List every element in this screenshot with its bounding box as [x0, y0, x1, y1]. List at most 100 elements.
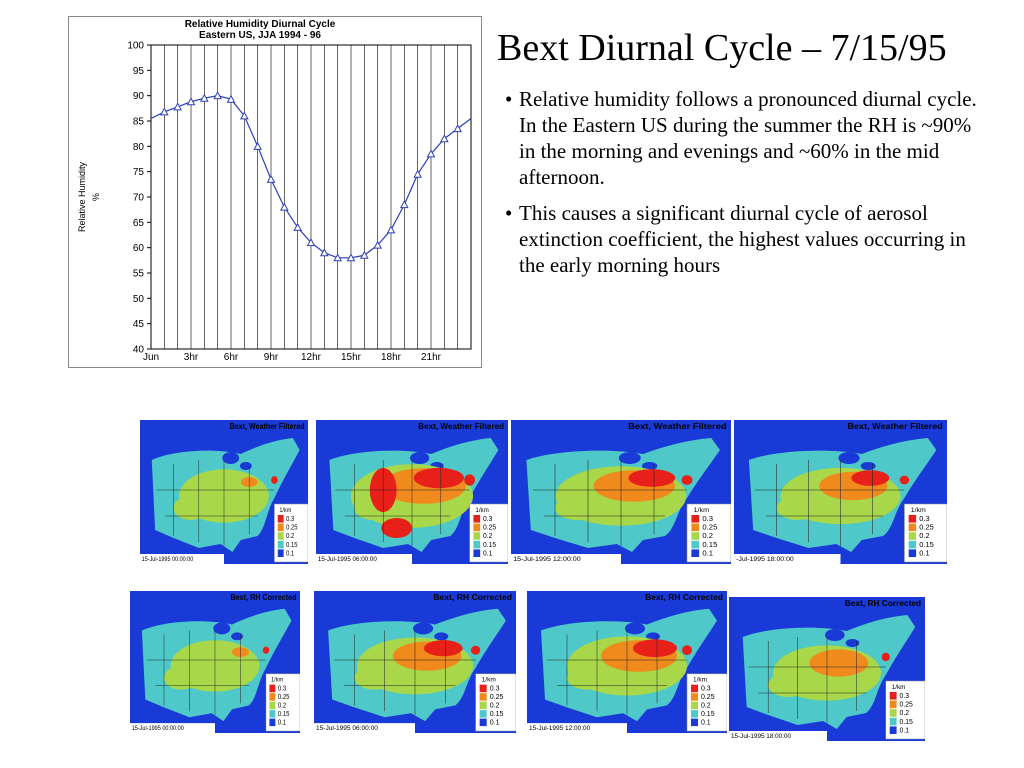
- rh-point: [453, 124, 463, 133]
- legend-label: 0.25: [701, 694, 715, 701]
- legend-label: 0.3: [702, 514, 713, 523]
- legend-swatch: [473, 523, 481, 532]
- map-title: Bext, Weather Filtered: [628, 421, 726, 431]
- extinction-map: Bext, Weather Filtered 1/km 0.3 0.25 0.2 0.15…: [511, 420, 731, 564]
- bullet-list: Relative humidity follows a pronounced d…: [505, 86, 980, 288]
- legend-label: 0.3: [286, 516, 295, 524]
- y-tick-label: 75: [133, 167, 145, 178]
- legend-label: 0.2: [919, 531, 929, 540]
- humidity-chart-svg: Relative Humidity Diurnal Cycle Eastern …: [77, 19, 472, 363]
- map-timestamp: 15-Jul-1995 06:00:00: [318, 556, 377, 563]
- map-title: Bext, Weather Filtered: [418, 421, 504, 431]
- rh-point: [279, 202, 289, 211]
- x-tick-label: 3hr: [184, 352, 199, 363]
- legend-label: 0.2: [702, 532, 713, 541]
- legend-label: 0.15: [919, 540, 933, 549]
- legend-swatch: [889, 700, 897, 709]
- map-image: Bext, RH Corrected1/km0.30.250.20.150.11…: [314, 591, 516, 733]
- legend-swatch: [479, 701, 487, 710]
- legend-swatch: [691, 549, 700, 557]
- legend-label: 0.1: [702, 549, 713, 558]
- legend-label: 0.1: [286, 550, 295, 558]
- x-tick-label: Jun: [143, 352, 159, 363]
- map-timestamp: 15-Jul-1995 12:00:00: [513, 556, 581, 563]
- legend-swatch: [277, 549, 284, 557]
- legend-label: 0.15: [278, 711, 290, 718]
- y-tick-label: 50: [133, 294, 145, 305]
- chart-subtitle: Eastern US, JJA 1994 - 96: [199, 30, 321, 41]
- legend-label: 0.25: [286, 524, 298, 532]
- extinction-map: Bext, Weather Filtered 1/km 0.3 0.25 0.2 0.15…: [140, 420, 308, 564]
- legend-label: 0.15: [701, 711, 715, 718]
- map-legend: 1/km0.30.250.20.150.1: [904, 503, 947, 563]
- legend-swatch: [889, 692, 897, 700]
- legend-swatch: [908, 523, 917, 532]
- rh-point: [266, 174, 276, 183]
- legend-swatch: [908, 515, 917, 523]
- legend-unit: 1/km: [475, 507, 488, 514]
- legend-unit: 1/km: [911, 507, 926, 514]
- map-timestamp: -Jul-1995 18:00:00: [736, 556, 794, 563]
- extinction-map: Bext, RH Corrected 1/km 0.3 0.25 0.2 0.15 0.1 1…: [130, 591, 300, 733]
- y-tick-label: 55: [133, 269, 145, 280]
- rh-point: [426, 149, 436, 158]
- rh-point: [333, 253, 343, 262]
- map-image: Bext, RH Corrected1/km0.30.250.20.150.11…: [729, 597, 925, 741]
- legend-swatch: [269, 718, 276, 727]
- y-tick-label: 100: [127, 41, 144, 52]
- legend-label: 0.1: [701, 720, 711, 727]
- legend-label: 0.2: [490, 703, 500, 710]
- legend-unit: 1/km: [271, 677, 283, 683]
- legend-label: 0.2: [278, 702, 287, 709]
- extinction-map: Bext, RH Corrected 1/km 0.3 0.25 0.2 0.15 0.1 1…: [314, 591, 516, 733]
- legend-unit: 1/km: [892, 684, 906, 691]
- rh-point: [359, 250, 369, 259]
- legend-label: 0.3: [701, 686, 711, 693]
- legend-swatch: [691, 693, 698, 701]
- y-tick-label: 40: [133, 345, 145, 356]
- rh-point: [186, 97, 196, 106]
- map-title: Bext, RH Corrected: [645, 592, 723, 602]
- x-tick-label: 18hr: [381, 352, 402, 363]
- rh-point: [293, 222, 303, 231]
- slide-title: Bext Diurnal Cycle – 7/15/95: [497, 27, 947, 69]
- rh-point: [399, 200, 409, 209]
- legend-swatch: [889, 709, 897, 717]
- y-tick-label: 85: [133, 117, 145, 128]
- map-title: Bext, RH Corrected: [845, 598, 921, 608]
- legend-unit: 1/km: [482, 677, 496, 684]
- legend-label: 0.15: [490, 711, 504, 718]
- legend-swatch: [479, 684, 487, 693]
- x-tick-label: 6hr: [224, 352, 239, 363]
- legend-swatch: [691, 710, 698, 718]
- rh-point: [253, 141, 263, 150]
- rh-point: [239, 111, 249, 120]
- map-image: Bext, RH Corrected1/km0.30.250.20.150.11…: [527, 591, 727, 733]
- legend-swatch: [691, 701, 698, 710]
- legend-swatch: [691, 515, 700, 523]
- legend-swatch: [889, 717, 897, 726]
- y-axis-label: Relative Humidity: [77, 161, 87, 232]
- map-timestamp: 15-Jul-1995 00:00:00: [132, 726, 185, 732]
- map-timestamp: 15-Jul-1995 06:00:00: [316, 725, 378, 732]
- legend-swatch: [473, 540, 481, 549]
- map-image: Bext, Weather Filtered1/km0.30.250.20.15…: [140, 420, 308, 564]
- x-tick-label: 12hr: [301, 352, 322, 363]
- map-image: Bext, RH Corrected1/km0.30.250.20.150.11…: [130, 591, 300, 733]
- legend-swatch: [277, 532, 284, 540]
- rh-point: [439, 134, 449, 143]
- legend-label: 0.2: [286, 533, 295, 541]
- map-timestamp: 15-Jul-1995 12:00:00: [529, 725, 591, 732]
- map-image: Bext, Weather Filtered1/km0.30.250.20.15…: [734, 420, 947, 564]
- legend-label: 0.25: [702, 523, 717, 532]
- rh-point: [373, 240, 383, 249]
- legend-label: 0.25: [490, 694, 504, 701]
- legend-swatch: [691, 684, 698, 693]
- humidity-chart: Relative Humidity Diurnal Cycle Eastern …: [68, 16, 482, 368]
- rh-point: [346, 253, 356, 262]
- legend-swatch: [479, 718, 487, 727]
- legend-label: 0.1: [919, 549, 929, 558]
- legend-label: 0.1: [278, 719, 287, 726]
- legend-unit: 1/km: [693, 677, 707, 684]
- legend-swatch: [277, 523, 284, 532]
